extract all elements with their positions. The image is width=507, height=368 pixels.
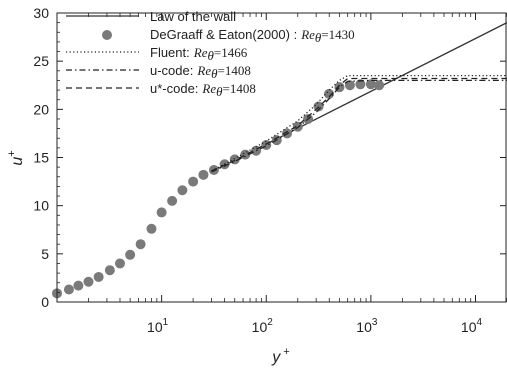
data-point <box>177 185 188 196</box>
x-axis-title: y + <box>271 346 289 366</box>
data-point <box>114 258 125 269</box>
data-point <box>188 176 199 187</box>
legend-label: Fluent: Reθ=1466 <box>150 45 248 63</box>
legend-item: u-code: Reθ=1408 <box>66 63 251 81</box>
legend-label: u-code: Reθ=1408 <box>150 63 251 81</box>
y-tick-label: 10 <box>33 198 49 214</box>
series-line <box>211 77 507 172</box>
data-point <box>135 239 146 250</box>
axes: 0 5 10 15 20 25 30 101 102 103 104 <box>33 5 507 335</box>
series-layer <box>52 22 507 299</box>
y-axis-title: u+ <box>6 150 26 165</box>
legend: Law of the wall DeGraaff & Eaton(2000) :R… <box>66 9 355 99</box>
plot-frame <box>56 12 507 303</box>
legend-item: u*-code: Reθ=1408 <box>66 81 256 99</box>
x-tick-label: 101 <box>147 317 169 335</box>
y-tick-label: 5 <box>41 246 49 262</box>
legend-item: Law of the wall <box>66 9 236 24</box>
data-point <box>324 88 335 99</box>
y-tick-label: 25 <box>33 53 49 69</box>
data-point <box>355 79 366 90</box>
data-point <box>167 195 178 206</box>
data-point <box>146 223 157 234</box>
legend-marker <box>102 30 112 40</box>
data-point <box>240 149 251 160</box>
y-tick-label: 30 <box>33 5 49 21</box>
series-1 <box>52 79 385 299</box>
data-point <box>73 280 84 291</box>
x-tick-label: 104 <box>461 317 483 335</box>
y-tick-label: 15 <box>33 150 49 166</box>
legend-label: Law of the wall <box>150 9 236 24</box>
data-point <box>93 271 104 282</box>
data-point <box>344 80 355 91</box>
series-3 <box>211 79 507 173</box>
data-point <box>125 249 136 260</box>
data-point <box>198 169 209 180</box>
series-4 <box>211 77 507 172</box>
x-tick-label: 102 <box>252 317 274 335</box>
y-tick-label: 20 <box>33 101 49 117</box>
data-point <box>374 80 385 91</box>
data-point <box>104 265 115 276</box>
y-tick-label: 0 <box>41 294 49 310</box>
x-tick-label: 103 <box>356 317 378 335</box>
legend-item: DeGraaff & Eaton(2000) : Reθ=1430 <box>102 27 355 45</box>
data-point <box>156 207 167 218</box>
data-point <box>365 79 376 90</box>
legend-item: Fluent: Reθ=1466 <box>66 45 248 63</box>
series-line <box>211 79 507 173</box>
data-point <box>63 284 74 295</box>
data-point <box>83 276 94 287</box>
legend-label: DeGraaff & Eaton(2000) : Reθ=1430 <box>150 27 355 45</box>
legend-label: u*-code: Reθ=1408 <box>150 81 256 99</box>
